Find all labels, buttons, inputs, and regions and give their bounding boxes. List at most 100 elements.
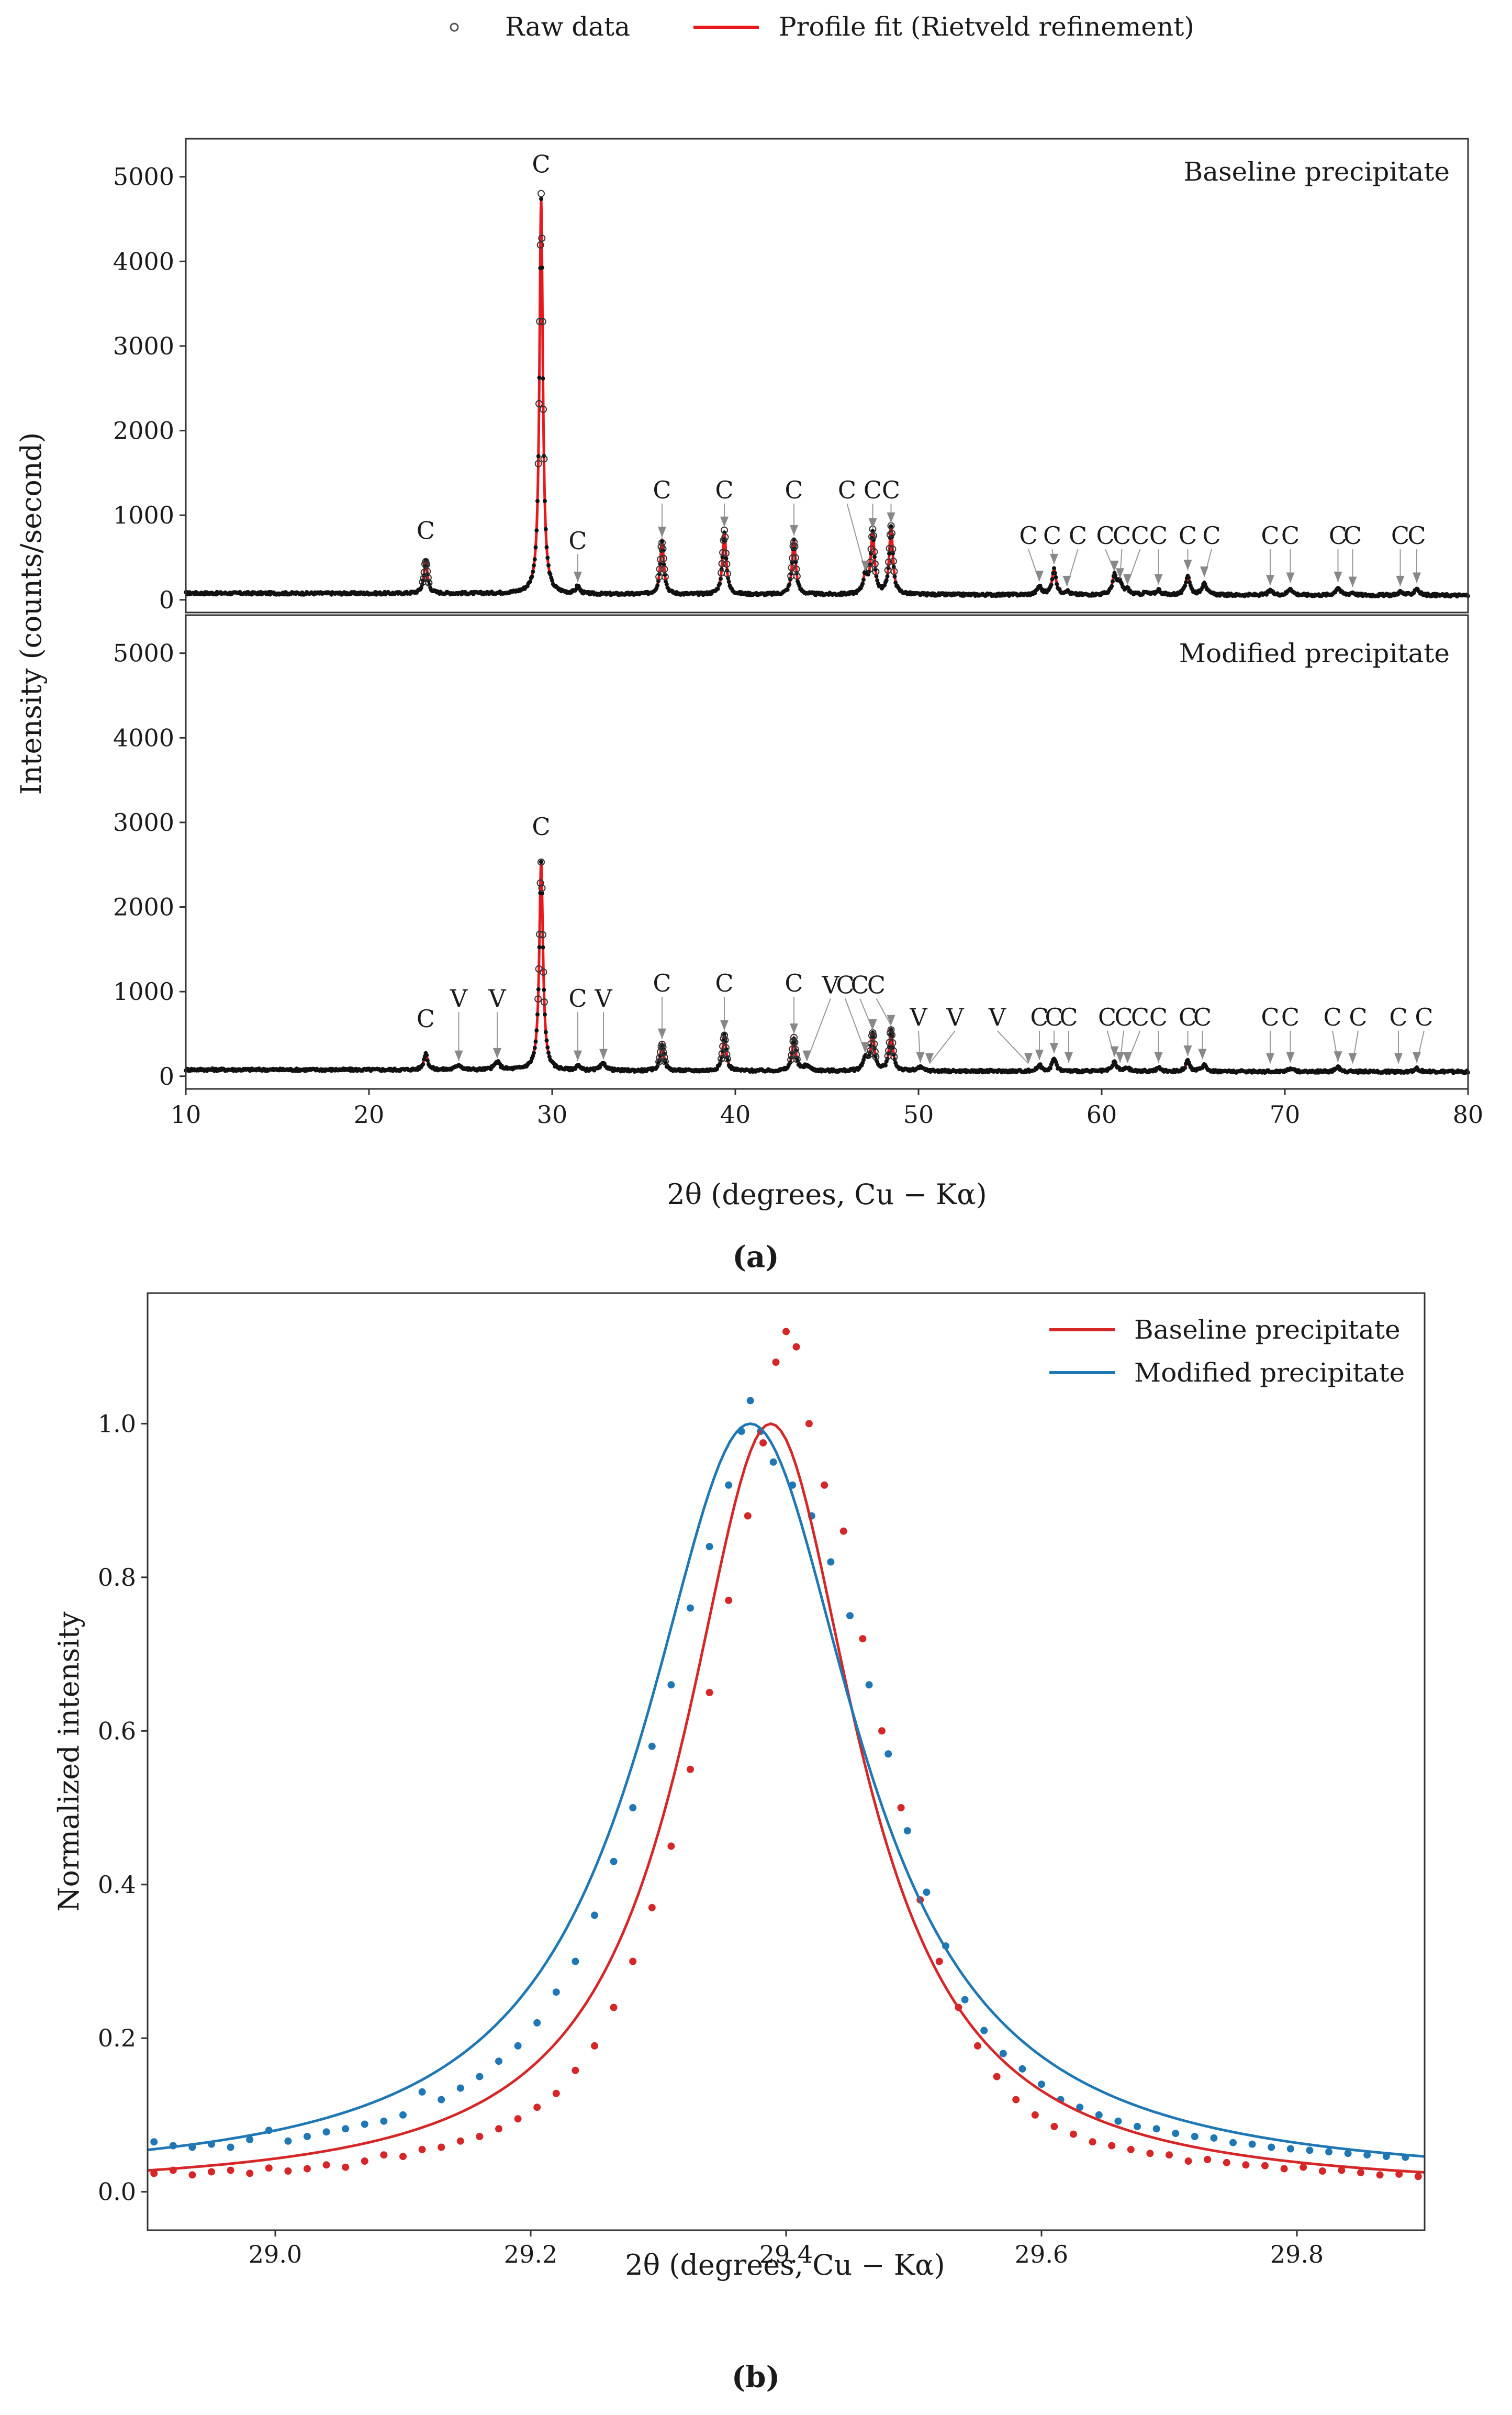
raw-point — [1050, 577, 1055, 582]
data-point — [1108, 2142, 1116, 2150]
raw-point — [550, 578, 554, 583]
raw-point — [720, 1034, 727, 1042]
peak-label: V — [988, 1003, 1006, 1031]
peak-label: C — [1030, 1003, 1048, 1031]
raw-point — [536, 879, 544, 887]
data-point — [705, 1543, 713, 1551]
raw-point — [544, 1038, 549, 1043]
peak-label: V — [450, 984, 468, 1012]
peak-arrowhead — [1286, 1052, 1295, 1063]
raw-point — [543, 527, 548, 531]
data-point — [552, 1988, 560, 1996]
peak-arrowhead — [1123, 1052, 1132, 1063]
raw-point — [871, 1048, 879, 1055]
peak-arrowhead — [1286, 572, 1295, 583]
peak-arrowhead — [1123, 574, 1132, 585]
data-point — [805, 1420, 813, 1428]
raw-point — [533, 1039, 538, 1044]
raw-point — [540, 455, 548, 463]
raw-point — [655, 583, 660, 588]
peak-label: C — [1098, 1003, 1116, 1031]
data-point — [246, 2169, 254, 2177]
peak-arrowhead — [720, 1020, 729, 1031]
data-point — [208, 2168, 215, 2176]
data-point — [1229, 2139, 1237, 2146]
raw-point — [719, 576, 723, 581]
data-point — [1184, 2157, 1192, 2165]
data-point — [533, 2104, 541, 2111]
data-point — [1076, 2104, 1084, 2111]
data-point — [150, 2138, 158, 2146]
peak-arrowhead — [925, 1053, 934, 1064]
y-tick-label: 3000 — [113, 332, 174, 360]
peak-label: C — [1179, 521, 1197, 550]
raw-point — [886, 1039, 893, 1047]
panel-modified-frame — [185, 614, 1469, 1090]
y-tick-label: 0.0 — [98, 2178, 136, 2206]
raw-point — [887, 1026, 895, 1034]
raw-point — [790, 538, 798, 546]
b-x-ticks: 29.0 29.2 29.4 29.6 29.8 — [249, 2230, 1324, 2268]
peak-arrowhead — [1334, 1051, 1342, 1062]
data-point — [1070, 2130, 1077, 2138]
a-y-axis-label: Intensity (counts/second) — [15, 432, 48, 795]
raw-point — [887, 551, 891, 556]
peak-arrowhead — [720, 516, 729, 527]
a-x-ticks: 10 20 30 40 50 60 70 80 — [171, 1089, 1484, 1129]
b-x-axis-label: 2θ (degrees, Cu − Kα) — [625, 2249, 945, 2282]
y-tick-label: 3000 — [113, 808, 174, 837]
data-point — [1127, 2145, 1135, 2153]
subfigure-label-b: (b) — [732, 2360, 780, 2395]
raw-point — [718, 581, 722, 586]
legend-a: Raw data Profile fit (Rietveld refinemen… — [450, 12, 1194, 42]
data-point — [974, 2042, 981, 2050]
raw-point — [875, 578, 880, 583]
raw-point — [540, 969, 547, 976]
raw-point — [537, 945, 542, 950]
data-point — [1191, 2133, 1199, 2140]
raw-point — [723, 1055, 731, 1063]
legend-b-modified-label: Modified precipitate — [1134, 1357, 1405, 1388]
raw-point — [872, 568, 880, 576]
peak-arrowhead — [1035, 571, 1044, 582]
peak-arrowhead — [861, 560, 870, 571]
peak-label: C — [417, 516, 435, 544]
y-tick-label: 4000 — [113, 247, 174, 275]
raw-point — [546, 563, 551, 567]
data-point — [361, 2157, 368, 2165]
peak-label: C — [1043, 521, 1061, 550]
raw-point — [885, 574, 890, 578]
data-point — [1089, 2138, 1096, 2146]
raw-point — [425, 1058, 430, 1063]
raw-point — [870, 532, 877, 540]
x-tick-label: 70 — [1270, 1100, 1301, 1129]
peak-arrowhead — [1024, 1053, 1033, 1064]
raw-point — [660, 565, 668, 573]
raw-point — [545, 555, 550, 560]
data-point — [533, 2019, 541, 2027]
peak-arrowhead — [916, 1052, 925, 1063]
raw-point — [1186, 575, 1191, 580]
raw-point — [718, 1050, 726, 1058]
baseline-normalized-fit — [147, 1422, 1425, 2174]
raw-point — [657, 555, 665, 563]
a-x-axis-label: 2θ (degrees, Cu − Kα) — [667, 1178, 987, 1211]
data-point — [1318, 2167, 1326, 2175]
raw-point — [664, 1060, 668, 1065]
raw-point — [722, 549, 730, 557]
data-point — [572, 2066, 579, 2074]
peak-arrowhead — [1110, 1046, 1119, 1057]
raw-point — [793, 1055, 801, 1063]
peak-label: C — [1149, 1003, 1168, 1031]
raw-point — [421, 1062, 425, 1066]
raw-point — [664, 582, 669, 587]
peak-arrowhead — [1348, 576, 1357, 587]
peak-label: V — [821, 971, 839, 999]
raw-point — [541, 945, 545, 950]
legend-b-baseline-label: Baseline precipitate — [1134, 1315, 1401, 1345]
x-tick-label: 80 — [1453, 1100, 1484, 1129]
data-point — [769, 1458, 777, 1466]
raw-point — [535, 499, 540, 504]
